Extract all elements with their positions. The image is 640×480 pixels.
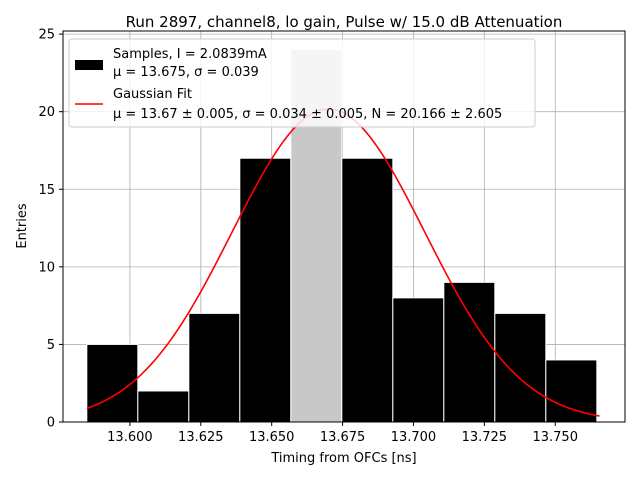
y-axis-ticks: 0 5 10 15 20 25	[38, 28, 63, 431]
x-tick-label: 13.750	[532, 430, 578, 445]
legend-box	[68, 38, 536, 128]
histogram-bar	[545, 359, 598, 423]
histogram-bar	[239, 157, 292, 423]
x-tick-label: 13.650	[249, 430, 295, 445]
histogram-bar	[188, 312, 241, 423]
x-axis-ticks: 13.600 13.625 13.650 13.675 13.700 13.725 13.7…	[107, 422, 578, 445]
x-tick-label: 13.600	[107, 430, 153, 445]
histogram-bar	[494, 312, 547, 423]
y-tick-label: 15	[38, 183, 55, 198]
y-tick-label: 5	[47, 338, 55, 353]
histogram-bar	[392, 297, 445, 423]
x-tick-label: 13.700	[391, 430, 437, 445]
legend-fit-line2: μ = 13.67 ± 0.005, σ = 0.034 ± 0.005, N …	[113, 107, 502, 122]
x-tick-label: 13.725	[462, 430, 508, 445]
y-axis-label: Entries	[15, 203, 30, 249]
plot-frame	[62, 30, 626, 423]
histogram-bar	[443, 281, 496, 423]
legend-samples-line2: μ = 13.675, σ = 0.039	[113, 65, 259, 80]
legend-samples-swatch	[75, 60, 103, 70]
x-tick-label: 13.675	[320, 430, 366, 445]
y-tick-label: 20	[38, 105, 55, 120]
legend-samples-line1: Samples, I = 2.0839mA	[113, 47, 267, 62]
x-axis-label: Timing from OFCs [ns]	[270, 451, 416, 466]
x-tick-label: 13.625	[178, 430, 224, 445]
histogram-bar	[86, 343, 139, 423]
y-tick-label: 0	[47, 416, 55, 431]
y-tick-label: 25	[38, 28, 55, 43]
y-tick-label: 10	[38, 260, 55, 275]
histogram-bar	[341, 157, 394, 423]
chart-title: Run 2897, channel8, lo gain, Pulse w/ 15…	[126, 13, 563, 31]
histogram-bar	[137, 390, 190, 423]
legend: Samples, I = 2.0839mA μ = 13.675, σ = 0.…	[68, 38, 536, 128]
legend-fit-line1: Gaussian Fit	[113, 87, 192, 102]
